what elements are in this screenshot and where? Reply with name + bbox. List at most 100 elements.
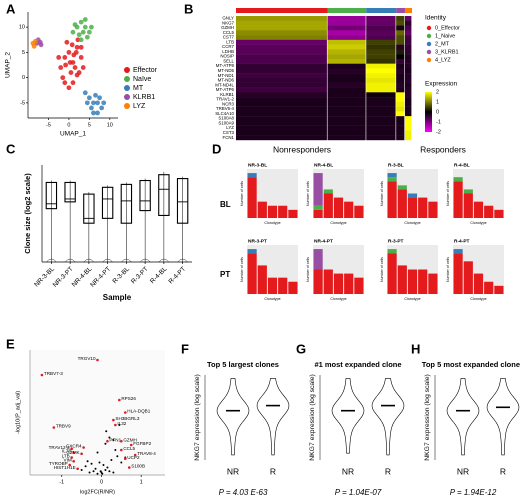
heatmap-cell: [396, 78, 405, 83]
bar-segment: [407, 197, 418, 218]
heatmap-cell: [366, 87, 396, 93]
point: [84, 34, 90, 40]
mini-y-title: Number of cells: [446, 181, 450, 206]
heatmap-cell: [404, 135, 412, 141]
legend-label: MT: [133, 85, 144, 92]
gene-label: S100A8: [218, 116, 234, 121]
y-tick-label: 0: [22, 75, 25, 81]
colorbar: [425, 92, 432, 132]
colorbar-tick-label: 2: [436, 89, 439, 95]
bar-segment: [453, 181, 463, 218]
point: [114, 449, 117, 451]
heatmap-cell: [236, 135, 327, 141]
point: [110, 459, 113, 461]
gene-label: S100A9: [218, 120, 234, 125]
point: [82, 24, 88, 30]
heatmap-cell: [404, 101, 412, 107]
point: [72, 65, 78, 70]
heatmap-cell: [396, 82, 405, 88]
point: [86, 460, 89, 463]
heatmap-cell: [236, 25, 327, 31]
box: [176, 178, 189, 224]
point: [112, 471, 115, 474]
violin: [371, 378, 405, 456]
point: [76, 32, 82, 38]
bar-segment: [407, 269, 418, 294]
heatmap-cell: [404, 78, 412, 83]
violin-tail: [158, 258, 170, 263]
gene-label: FGFBP2: [133, 441, 151, 446]
gene-point: [40, 373, 44, 377]
violin-tail: [102, 258, 113, 263]
bar-segment: [267, 205, 278, 218]
heatmap-cell: [366, 92, 396, 98]
heatmap-cell: [236, 73, 327, 79]
heatmap-cell: [236, 82, 327, 88]
heatmap-cell: [366, 39, 396, 45]
gene-label: LTB: [226, 39, 234, 44]
heatmap-cell: [396, 20, 405, 26]
legend-marker: [124, 94, 130, 100]
gene-label: TYROBP: [49, 461, 68, 466]
gene-point: [133, 453, 137, 457]
violin-tail: [177, 258, 188, 263]
heatmap-cell: [396, 54, 405, 60]
heatmap-cell: [404, 58, 412, 64]
mini-x-title: Clonotype: [330, 297, 346, 301]
mini-title: NR-3-BL: [248, 162, 267, 168]
heatmap-cell: [404, 39, 412, 45]
bar-segment: [418, 269, 428, 294]
bar-segment: [354, 205, 364, 218]
legend-label: 4_LYZ: [435, 57, 451, 63]
gene-label: LYZ: [226, 125, 234, 130]
heatmap-cell: [396, 120, 405, 126]
point: [68, 70, 74, 75]
gene-point: [123, 457, 127, 461]
heatmap-cell: [396, 106, 405, 112]
point: [99, 470, 102, 473]
bar-segment: [397, 185, 407, 190]
panel-letter: F: [181, 341, 189, 356]
point: [90, 462, 93, 465]
heatmap-cell: [327, 130, 366, 136]
group-header: Nonresponders: [273, 144, 331, 154]
legend-label: Effector: [133, 67, 158, 74]
bar-segment: [278, 277, 288, 294]
y-axis-title: UMAP_2: [5, 52, 12, 78]
gene-point: [129, 443, 133, 447]
panel-letter: E: [6, 336, 15, 351]
gene-point: [114, 423, 117, 427]
gene-label: MT-ND4L: [215, 82, 234, 87]
bar-segment: [463, 189, 473, 194]
mini-title: NR-4-PT: [314, 238, 333, 244]
point: [94, 467, 97, 470]
point: [104, 469, 107, 471]
heatmap-cell: [404, 87, 412, 93]
heatmap-cell: [236, 30, 327, 36]
bar-segment: [288, 281, 298, 294]
gene-point: [70, 456, 73, 459]
point: [56, 55, 62, 60]
box: [64, 181, 76, 203]
heatmap-cell: [396, 97, 405, 103]
point: [86, 95, 92, 101]
point: [58, 65, 64, 70]
bar-segment: [247, 253, 257, 294]
gene-point: [118, 398, 121, 402]
x-tick-label: R: [270, 466, 276, 476]
gene-label: NKG7: [222, 20, 235, 25]
mini-title: R-3-BL: [388, 162, 404, 168]
gene-point: [52, 426, 56, 429]
mini-x-title: Clonotype: [330, 221, 346, 225]
heatmap-cell: [236, 39, 327, 45]
point: [102, 464, 105, 466]
heatmap-cell: [404, 92, 412, 98]
heatmap-cell: [396, 30, 405, 36]
y-axis-title: Clone size (log2 scale): [23, 173, 32, 254]
mini-y-title: Number of cells: [380, 257, 384, 282]
legend-title: Identity: [425, 15, 447, 22]
heatmap-cell: [366, 35, 396, 41]
x-tick-label: NR-4-PT: [89, 266, 112, 289]
heatmap-cell: [327, 39, 366, 45]
violin-tail: [46, 258, 57, 263]
